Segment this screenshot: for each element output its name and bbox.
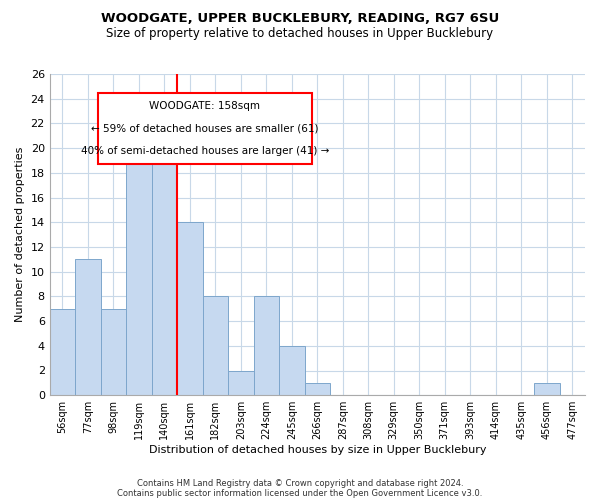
- Bar: [50, 308, 75, 395]
- Text: WOODGATE: 158sqm: WOODGATE: 158sqm: [149, 101, 260, 111]
- Text: Contains HM Land Registry data © Crown copyright and database right 2024.: Contains HM Land Registry data © Crown c…: [137, 478, 463, 488]
- Bar: [75, 260, 101, 395]
- Bar: [254, 296, 279, 395]
- Bar: [101, 308, 126, 395]
- Text: 40% of semi-detached houses are larger (41) →: 40% of semi-detached houses are larger (…: [81, 146, 329, 156]
- Bar: [534, 383, 560, 395]
- Bar: [305, 383, 330, 395]
- Text: Contains public sector information licensed under the Open Government Licence v3: Contains public sector information licen…: [118, 488, 482, 498]
- Text: Size of property relative to detached houses in Upper Bucklebury: Size of property relative to detached ho…: [106, 28, 494, 40]
- Text: WOODGATE, UPPER BUCKLEBURY, READING, RG7 6SU: WOODGATE, UPPER BUCKLEBURY, READING, RG7…: [101, 12, 499, 26]
- Bar: [228, 370, 254, 395]
- Bar: [152, 160, 177, 395]
- FancyBboxPatch shape: [98, 94, 312, 164]
- Bar: [203, 296, 228, 395]
- X-axis label: Distribution of detached houses by size in Upper Bucklebury: Distribution of detached houses by size …: [149, 445, 486, 455]
- Bar: [177, 222, 203, 395]
- Bar: [126, 124, 152, 395]
- Text: ← 59% of detached houses are smaller (61): ← 59% of detached houses are smaller (61…: [91, 124, 319, 134]
- Bar: [279, 346, 305, 395]
- Y-axis label: Number of detached properties: Number of detached properties: [15, 147, 25, 322]
